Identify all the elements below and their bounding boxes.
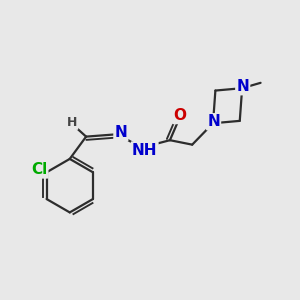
Text: O: O <box>173 108 186 123</box>
Text: NH: NH <box>132 142 158 158</box>
Text: N: N <box>207 114 220 129</box>
Text: N: N <box>236 79 249 94</box>
Text: N: N <box>115 125 127 140</box>
Text: Cl: Cl <box>31 162 47 177</box>
Text: H: H <box>67 116 77 129</box>
